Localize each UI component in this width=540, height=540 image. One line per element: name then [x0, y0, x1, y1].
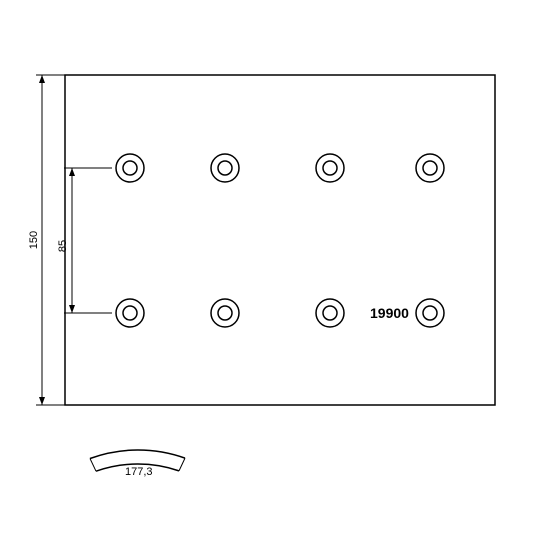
dim-label-inner-height: 85: [57, 240, 69, 252]
plate-outline: [65, 75, 495, 405]
hole: [316, 299, 344, 327]
part-number-label: 19900: [370, 305, 409, 321]
hole: [116, 154, 144, 182]
hole: [416, 154, 444, 182]
hole: [316, 154, 344, 182]
arrowhead: [39, 75, 45, 83]
hole: [416, 299, 444, 327]
arc-endcap: [90, 458, 96, 471]
engineering-diagram: 19900 150 85 177,3: [0, 0, 540, 540]
hole: [211, 154, 239, 182]
arc-outer: [90, 450, 185, 458]
arc-endcap: [179, 458, 185, 471]
hole: [116, 299, 144, 327]
arc-radius-label: 177,3: [125, 466, 153, 478]
arrowhead: [39, 397, 45, 405]
dim-label-outer-height: 150: [28, 231, 40, 249]
hole: [211, 299, 239, 327]
